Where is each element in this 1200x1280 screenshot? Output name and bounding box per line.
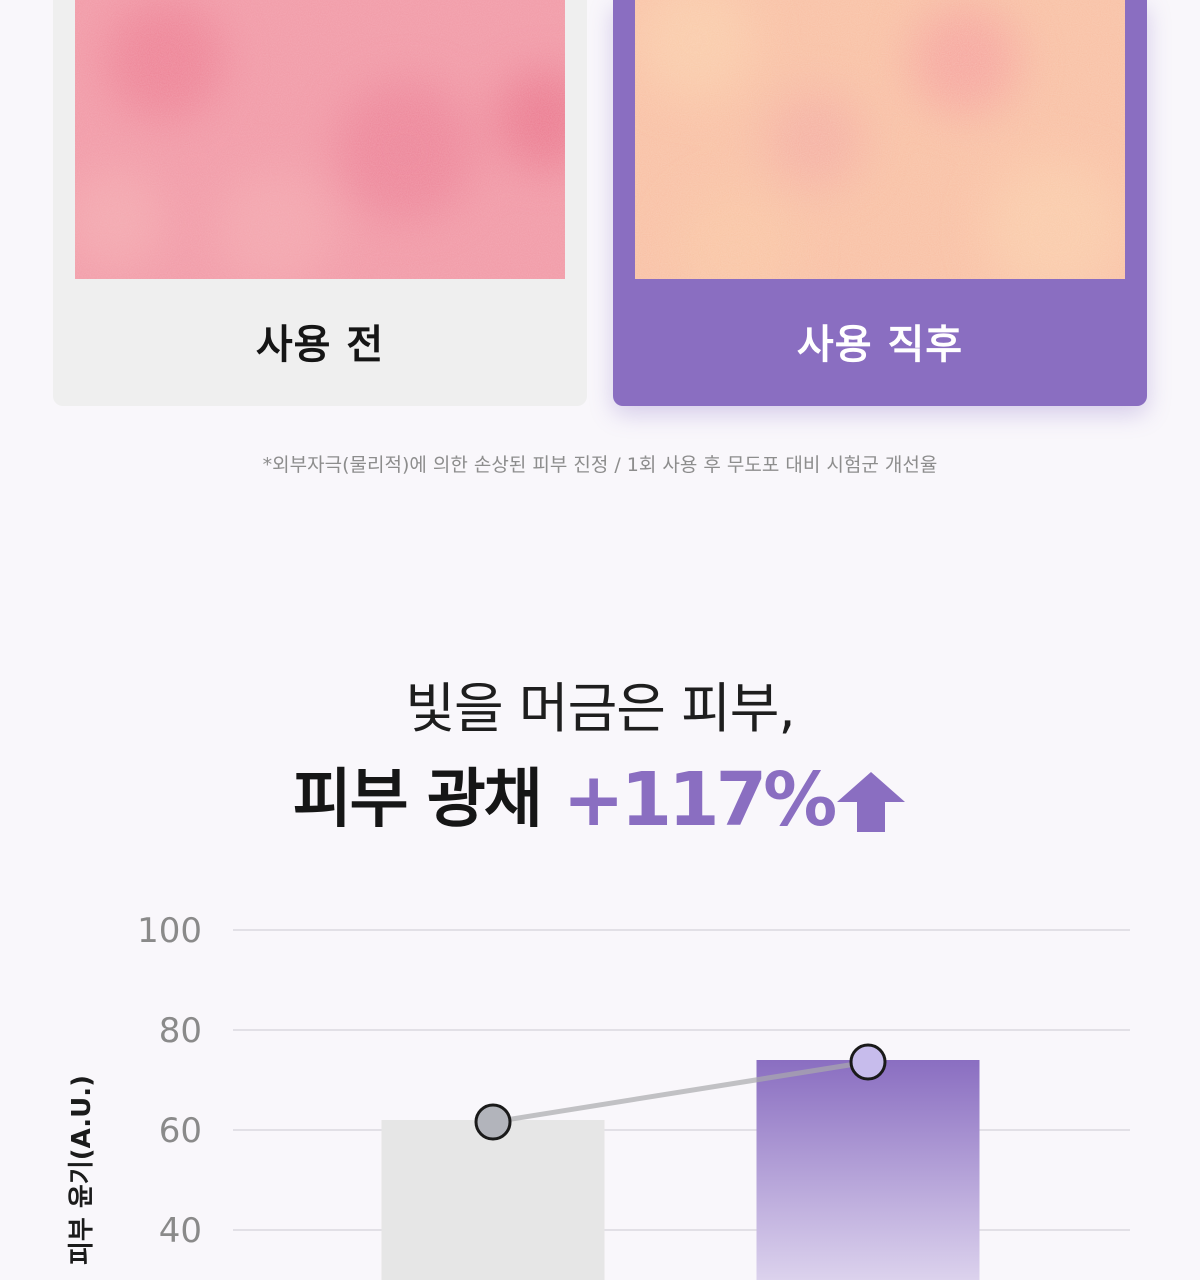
bar-before	[381, 1120, 605, 1280]
after-label: 사용 직후	[796, 322, 964, 368]
before-skin-image	[75, 0, 565, 279]
point-before	[474, 1103, 512, 1141]
footnote: *외부자극(물리적)에 의한 손상된 피부 진정 / 1회 사용 후 무도포 대…	[262, 454, 938, 476]
headline-subtitle: 빛을 머금은 피부,	[405, 677, 795, 740]
point-after	[849, 1043, 887, 1081]
y-tick-label: 100	[137, 911, 202, 951]
bar-after	[756, 1060, 980, 1280]
up-arrow-icon	[837, 772, 906, 832]
headline-label: 피부 광채	[292, 763, 543, 837]
headline-value: +117%	[562, 757, 838, 843]
y-tick-label: 80	[159, 1011, 202, 1051]
before-label: 사용 전	[255, 322, 385, 368]
y-tick-label: 40	[159, 1211, 202, 1251]
y-axis-label: 피부 윤기(A.U.)	[67, 1075, 97, 1265]
gloss-chart: 40 60 80 100 피부 윤기(A.U.)	[0, 880, 1200, 1280]
chart-canvas: 40 60 80 100 피부 윤기(A.U.)	[67, 911, 1130, 1280]
after-card: 사용 직후	[613, 0, 1147, 406]
trend-line	[492, 1059, 869, 1125]
after-skin-image	[635, 0, 1125, 279]
headline: 피부 광채 +117%	[0, 760, 1200, 840]
before-card: 사용 전	[53, 0, 587, 406]
y-tick-label: 60	[159, 1111, 202, 1151]
